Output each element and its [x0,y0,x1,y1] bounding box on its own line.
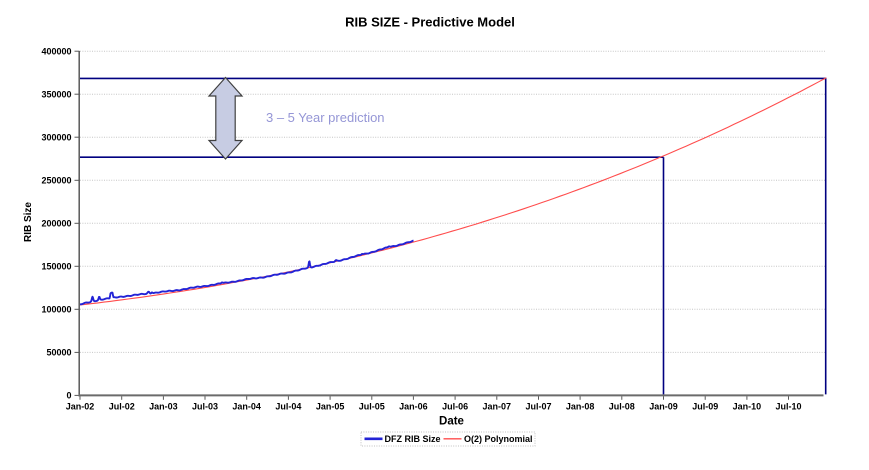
svg-text:Jan-05: Jan-05 [316,401,345,411]
svg-text:Jul-09: Jul-09 [692,401,718,411]
svg-text:Jan-06: Jan-06 [399,401,428,411]
svg-text:3 – 5 Year prediction: 3 – 5 Year prediction [266,110,385,125]
svg-text:Jan-02: Jan-02 [66,401,95,411]
svg-text:Jul-04: Jul-04 [275,401,301,411]
svg-text:50000: 50000 [46,348,71,358]
svg-text:300000: 300000 [41,132,71,142]
svg-text:Jan-04: Jan-04 [232,401,261,411]
svg-text:100000: 100000 [41,305,71,315]
svg-text:Jul-03: Jul-03 [192,401,218,411]
svg-text:RIB SIZE - Predictive Model: RIB SIZE - Predictive Model [345,15,515,30]
svg-text:250000: 250000 [41,176,71,186]
svg-text:Jan-09: Jan-09 [649,401,678,411]
svg-text:Jul-06: Jul-06 [442,401,468,411]
svg-text:150000: 150000 [41,262,71,272]
svg-text:Date: Date [439,416,464,428]
svg-text:O(2) Polynomial: O(2) Polynomial [464,434,533,444]
svg-text:200000: 200000 [41,219,71,229]
svg-text:Jul-08: Jul-08 [609,401,635,411]
svg-text:Jan-08: Jan-08 [566,401,595,411]
svg-text:Jul-10: Jul-10 [775,401,801,411]
svg-text:DFZ RIB Size: DFZ RIB Size [385,434,441,444]
svg-text:350000: 350000 [41,89,71,99]
svg-text:RIB Size: RIB Size [23,202,34,242]
svg-text:0: 0 [66,391,71,401]
svg-text:Jul-02: Jul-02 [109,401,135,411]
svg-text:Jul-07: Jul-07 [525,401,551,411]
svg-text:Jul-05: Jul-05 [359,401,385,411]
svg-text:Jan-10: Jan-10 [733,401,762,411]
svg-text:Jan-03: Jan-03 [149,401,178,411]
svg-text:400000: 400000 [41,46,71,56]
svg-text:Jan-07: Jan-07 [483,401,512,411]
